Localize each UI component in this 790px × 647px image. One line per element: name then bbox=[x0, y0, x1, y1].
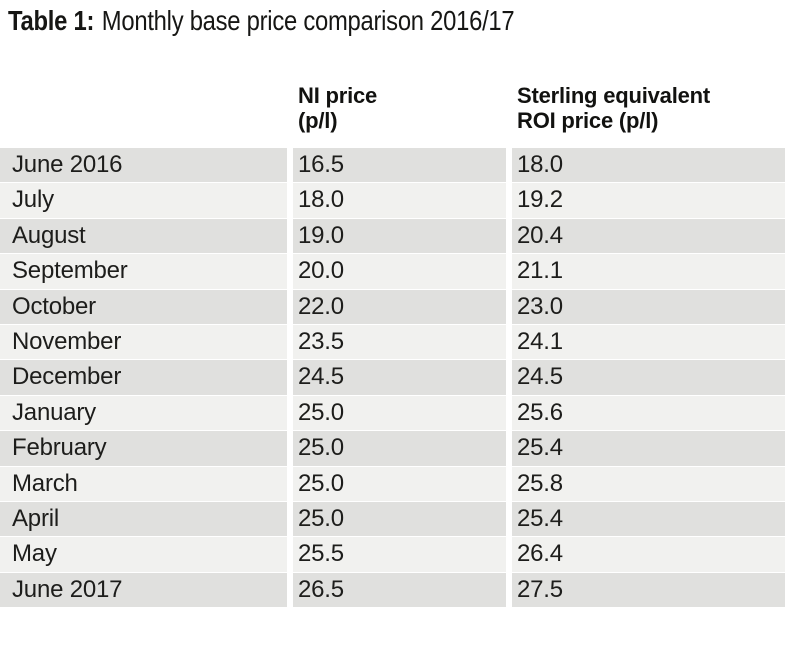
roi-price-cell: 19.2 bbox=[512, 183, 785, 218]
table-row: January 25.0 25.6 bbox=[0, 395, 785, 431]
month-column-header bbox=[0, 78, 287, 148]
table-row: October 22.0 23.0 bbox=[0, 289, 785, 324]
month-cell: July bbox=[0, 183, 287, 218]
month-cell: January bbox=[0, 395, 287, 431]
ni-price-cell: 25.0 bbox=[293, 431, 506, 466]
month-cell: June 2017 bbox=[0, 572, 287, 608]
table-header-row: NI price (p/l) Sterling equivalent ROI p… bbox=[0, 78, 785, 148]
ni-price-cell: 19.0 bbox=[293, 218, 506, 254]
roi-price-cell: 20.4 bbox=[512, 218, 785, 254]
roi-price-cell: 27.5 bbox=[512, 572, 785, 608]
roi-price-cell: 25.6 bbox=[512, 395, 785, 431]
table-row: November 23.5 24.1 bbox=[0, 324, 785, 360]
table-title-label: Table 1: bbox=[8, 5, 95, 36]
price-comparison-table: NI price (p/l) Sterling equivalent ROI p… bbox=[0, 78, 785, 608]
month-cell: May bbox=[0, 537, 287, 572]
ni-price-cell: 25.0 bbox=[293, 466, 506, 501]
table-row: June 2017 26.5 27.5 bbox=[0, 572, 785, 608]
ni-price-cell: 25.0 bbox=[293, 501, 506, 537]
table-row: September 20.0 21.1 bbox=[0, 254, 785, 289]
roi-price-cell: 18.0 bbox=[512, 148, 785, 183]
ni-price-cell: 25.5 bbox=[293, 537, 506, 572]
month-cell: October bbox=[0, 289, 287, 324]
month-cell: November bbox=[0, 324, 287, 360]
roi-price-cell: 25.4 bbox=[512, 431, 785, 466]
roi-price-cell: 23.0 bbox=[512, 289, 785, 324]
table-row: July 18.0 19.2 bbox=[0, 183, 785, 218]
month-cell: April bbox=[0, 501, 287, 537]
month-cell: August bbox=[0, 218, 287, 254]
table-row: August 19.0 20.4 bbox=[0, 218, 785, 254]
ni-price-cell: 26.5 bbox=[293, 572, 506, 608]
table-row: February 25.0 25.4 bbox=[0, 431, 785, 466]
table-row: April 25.0 25.4 bbox=[0, 501, 785, 537]
roi-price-cell: 21.1 bbox=[512, 254, 785, 289]
month-cell: February bbox=[0, 431, 287, 466]
month-cell: June 2016 bbox=[0, 148, 287, 183]
ni-price-cell: 24.5 bbox=[293, 360, 506, 395]
ni-price-cell: 18.0 bbox=[293, 183, 506, 218]
roi-price-cell: 25.4 bbox=[512, 501, 785, 537]
ni-price-column-header: NI price (p/l) bbox=[298, 83, 378, 133]
table-title-text: Monthly base price comparison 2016/17 bbox=[101, 5, 515, 36]
roi-price-cell: 26.4 bbox=[512, 537, 785, 572]
ni-price-cell: 16.5 bbox=[293, 148, 506, 183]
month-cell: December bbox=[0, 360, 287, 395]
table-title: Table 1: Monthly base price comparison 20… bbox=[8, 5, 515, 37]
table-row: March 25.0 25.8 bbox=[0, 466, 785, 501]
ni-price-cell: 20.0 bbox=[293, 254, 506, 289]
ni-price-cell: 25.0 bbox=[293, 395, 506, 431]
roi-price-column-header: Sterling equivalent ROI price (p/l) bbox=[517, 83, 711, 133]
roi-price-cell: 24.1 bbox=[512, 324, 785, 360]
roi-price-cell: 25.8 bbox=[512, 466, 785, 501]
month-cell: September bbox=[0, 254, 287, 289]
table-row: June 2016 16.5 18.0 bbox=[0, 148, 785, 183]
ni-price-cell: 22.0 bbox=[293, 289, 506, 324]
roi-price-cell: 24.5 bbox=[512, 360, 785, 395]
table-row: December 24.5 24.5 bbox=[0, 360, 785, 395]
ni-price-cell: 23.5 bbox=[293, 324, 506, 360]
table-body: June 2016 16.5 18.0 July 18.0 19.2 Augus… bbox=[0, 148, 785, 608]
table-row: May 25.5 26.4 bbox=[0, 537, 785, 572]
month-cell: March bbox=[0, 466, 287, 501]
